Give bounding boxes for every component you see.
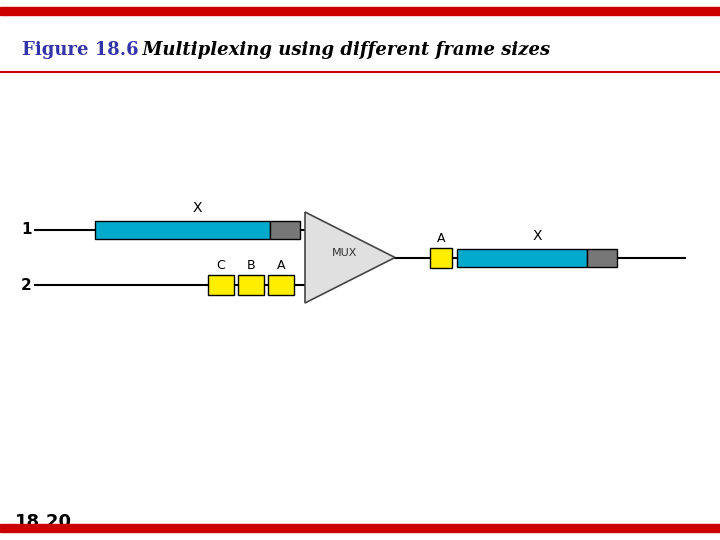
- Text: B: B: [247, 259, 256, 272]
- Bar: [270, 221, 300, 239]
- Bar: [430, 247, 452, 267]
- Bar: [268, 275, 294, 295]
- Text: Figure 18.6: Figure 18.6: [22, 41, 139, 59]
- Bar: [457, 248, 587, 267]
- Text: X: X: [193, 201, 202, 215]
- Text: Multiplexing using different frame sizes: Multiplexing using different frame sizes: [130, 41, 550, 59]
- Bar: [238, 275, 264, 295]
- Text: A: A: [437, 232, 445, 245]
- Text: X: X: [532, 228, 541, 242]
- Text: C: C: [217, 259, 225, 272]
- Polygon shape: [305, 212, 395, 303]
- Text: 18.20: 18.20: [15, 513, 72, 531]
- Text: A: A: [276, 259, 285, 272]
- Text: MUX: MUX: [333, 247, 358, 258]
- Bar: [208, 275, 234, 295]
- Bar: [0, 7, 720, 15]
- Bar: [587, 248, 617, 267]
- Text: 1: 1: [22, 222, 32, 238]
- Bar: [95, 221, 270, 239]
- Text: 2: 2: [22, 278, 32, 293]
- Bar: [0, 524, 720, 532]
